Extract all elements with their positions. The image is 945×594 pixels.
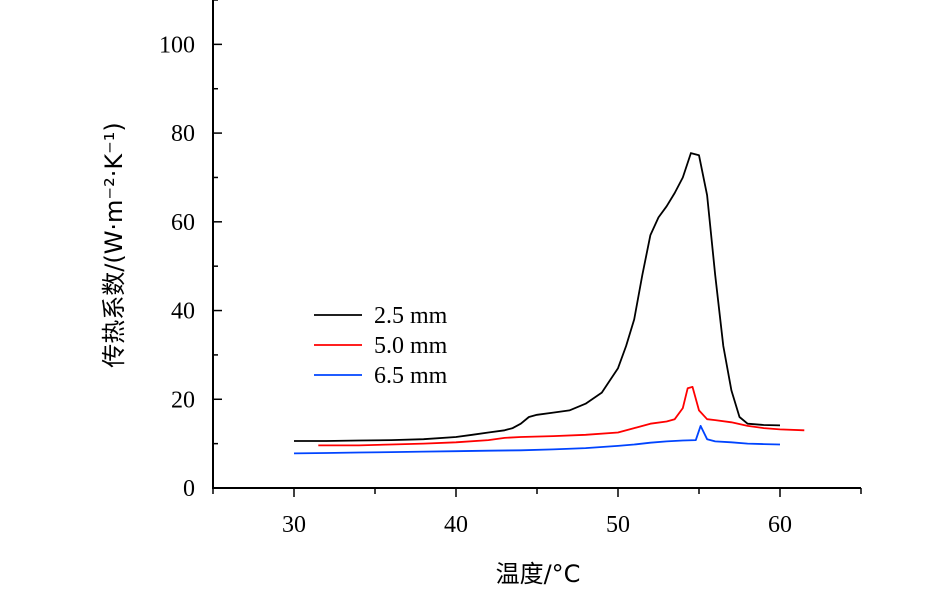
legend: 2.5 mm 5.0 mm 6.5 mm bbox=[314, 303, 448, 389]
x-ticks: 30 40 50 60 bbox=[212, 488, 862, 538]
x-tick-label: 40 bbox=[444, 512, 468, 538]
x-tick-label: 60 bbox=[768, 512, 792, 538]
axes: 0 20 40 60 80 100 30 40 50 60 bbox=[159, 0, 862, 538]
series-line-2 bbox=[318, 385, 805, 447]
x-axis-title: 温度/°C bbox=[496, 560, 581, 588]
y-axis-title: 传热系数/(W·m⁻²·K⁻¹) bbox=[100, 122, 128, 368]
legend-label: 5.0 mm bbox=[374, 333, 448, 359]
y-tick-label: 40 bbox=[171, 299, 195, 325]
legend-label: 2.5 mm bbox=[374, 303, 448, 329]
series-line-1 bbox=[294, 152, 781, 442]
y-tick-label: 100 bbox=[159, 32, 195, 58]
x-tick-label: 30 bbox=[282, 512, 306, 538]
plot-lines bbox=[293, 152, 805, 455]
x-tick-label: 50 bbox=[606, 512, 630, 538]
y-tick-label: 60 bbox=[171, 210, 195, 236]
legend-label: 6.5 mm bbox=[374, 363, 448, 389]
y-tick-label: 80 bbox=[171, 121, 195, 147]
y-tick-label: 0 bbox=[183, 476, 195, 502]
series-line-3 bbox=[293, 424, 781, 455]
y-tick-label: 20 bbox=[171, 387, 195, 413]
y-ticks: 0 20 40 60 80 100 bbox=[159, 0, 222, 502]
